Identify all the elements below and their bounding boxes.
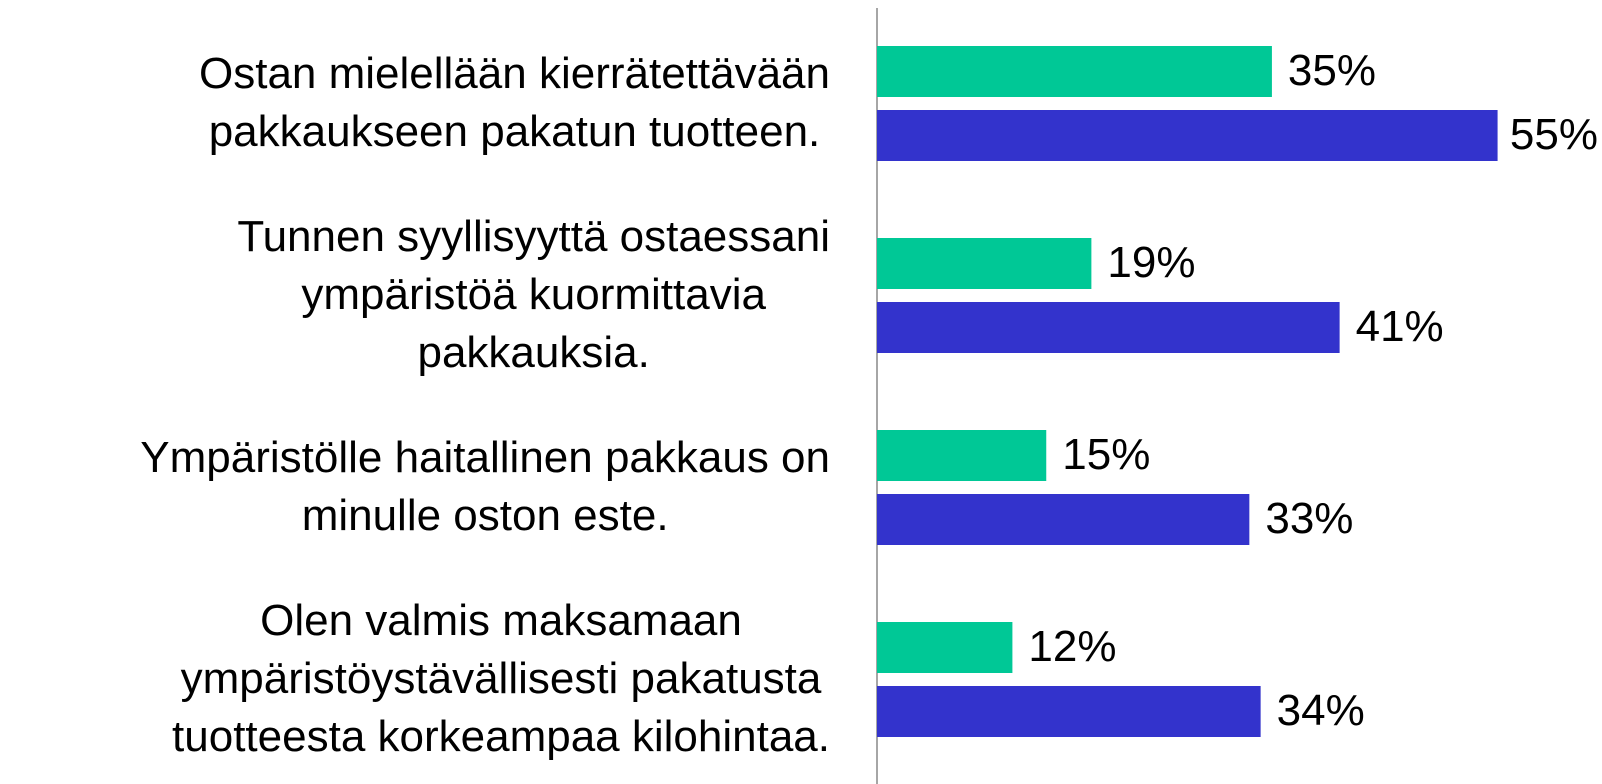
bar — [877, 302, 1340, 353]
bar — [877, 494, 1250, 545]
value-label: 34% — [1277, 686, 1365, 735]
bar — [877, 622, 1013, 673]
value-label: 55% — [1510, 110, 1598, 159]
category-label: Ostan mielellään kierrätettävään pakkauk… — [199, 49, 830, 156]
bar — [877, 238, 1092, 289]
value-label: 19% — [1107, 238, 1195, 287]
value-label: 12% — [1028, 622, 1116, 671]
bar — [877, 110, 1498, 161]
bar — [877, 686, 1261, 737]
category-label: Ympäristölle haitallinen pakkaus on minu… — [140, 433, 830, 540]
value-label: 35% — [1288, 46, 1376, 95]
value-label: 41% — [1356, 302, 1444, 351]
category-label: Olen valmis maksamaan ympäristöystävälli… — [172, 596, 830, 761]
category-label: Tunnen syyllisyyttä ostaessani ympäristö… — [237, 212, 830, 377]
bar — [877, 46, 1272, 97]
value-label: 15% — [1062, 430, 1150, 479]
value-label: 33% — [1265, 494, 1353, 543]
bar — [877, 430, 1047, 481]
